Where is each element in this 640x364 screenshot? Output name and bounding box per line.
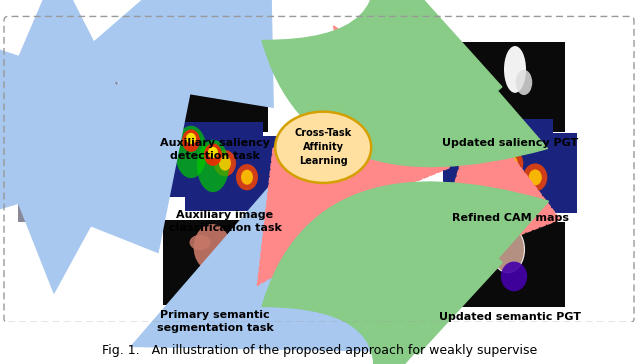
Text: Updated semantic PGT: Updated semantic PGT <box>439 312 581 323</box>
Ellipse shape <box>523 163 547 191</box>
Ellipse shape <box>197 140 229 192</box>
Ellipse shape <box>488 142 508 166</box>
Bar <box>53 118 75 173</box>
Ellipse shape <box>175 126 207 178</box>
Ellipse shape <box>214 150 236 176</box>
Bar <box>455 222 565 307</box>
Ellipse shape <box>204 143 222 166</box>
Bar <box>18 163 118 198</box>
Ellipse shape <box>499 150 524 177</box>
Ellipse shape <box>486 238 506 251</box>
Ellipse shape <box>189 235 211 250</box>
Ellipse shape <box>504 155 518 171</box>
Bar <box>467 134 577 213</box>
Text: Auxiliary image
classification task: Auxiliary image classification task <box>168 210 282 233</box>
Bar <box>18 82 118 222</box>
Bar <box>443 119 553 199</box>
Ellipse shape <box>529 169 542 185</box>
Bar <box>185 136 285 211</box>
Ellipse shape <box>241 170 253 185</box>
Ellipse shape <box>219 156 231 171</box>
Ellipse shape <box>194 224 230 271</box>
Text: Fig. 1.   An illustration of the proposed approach for weakly supervise: Fig. 1. An illustration of the proposed … <box>102 344 538 357</box>
Text: Updated saliency PGT: Updated saliency PGT <box>442 138 578 149</box>
Ellipse shape <box>456 123 492 179</box>
Ellipse shape <box>182 130 200 152</box>
Text: Refined CAM maps: Refined CAM maps <box>451 213 568 223</box>
Bar <box>18 100 118 163</box>
Ellipse shape <box>501 262 527 291</box>
Ellipse shape <box>504 46 526 93</box>
Ellipse shape <box>492 145 503 157</box>
Bar <box>455 43 565 132</box>
Ellipse shape <box>492 226 525 273</box>
Ellipse shape <box>198 43 221 92</box>
Text: Cross-Task
Affinity
Learning: Cross-Task Affinity Learning <box>294 128 352 166</box>
Text: Primary semantic
segmentation task: Primary semantic segmentation task <box>157 310 273 333</box>
Ellipse shape <box>202 258 232 290</box>
Ellipse shape <box>464 127 484 151</box>
Ellipse shape <box>69 167 87 181</box>
Bar <box>163 220 268 305</box>
Ellipse shape <box>468 131 479 143</box>
Ellipse shape <box>214 69 232 96</box>
Ellipse shape <box>57 107 71 122</box>
Ellipse shape <box>204 46 216 59</box>
Ellipse shape <box>275 112 371 183</box>
Ellipse shape <box>480 138 515 193</box>
Bar <box>163 122 263 197</box>
Bar <box>163 43 268 132</box>
Text: Auxiliary saliency
detection task: Auxiliary saliency detection task <box>160 138 270 161</box>
Ellipse shape <box>208 147 218 158</box>
Ellipse shape <box>516 70 532 95</box>
Ellipse shape <box>236 164 258 190</box>
Ellipse shape <box>186 133 196 144</box>
